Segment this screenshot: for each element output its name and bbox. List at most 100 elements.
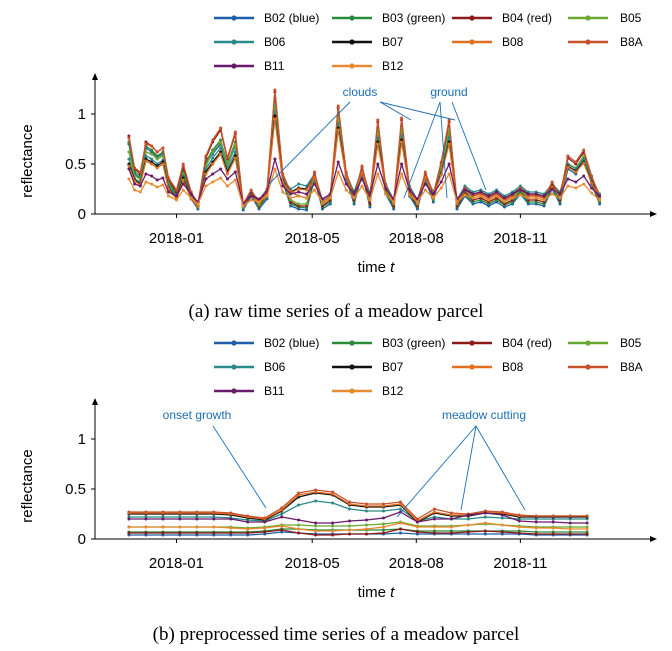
data-point-a-b08 (582, 161, 586, 165)
data-point-b-b12 (178, 525, 182, 529)
data-point-b-b06 (500, 516, 504, 520)
data-point-b-b04-red (178, 531, 182, 535)
data-point-a-b12 (249, 198, 253, 202)
data-point-a-b12 (542, 198, 546, 202)
data-point-b-b05 (297, 523, 301, 527)
data-point-a-b12 (265, 194, 269, 198)
data-point-a-b12 (526, 196, 530, 200)
data-point-b-b06 (382, 509, 385, 513)
data-point-b-b05 (314, 524, 318, 528)
legend-entry-b06: B06 (214, 360, 286, 374)
data-point-b-b8a (449, 511, 453, 515)
data-point-a-b12 (518, 193, 522, 197)
data-point-b-b06 (399, 507, 402, 511)
data-point-b-b02-blue (399, 531, 402, 535)
data-point-b-b04-red (568, 532, 572, 536)
data-point-b-b04-red (161, 531, 165, 535)
data-point-a-b11 (534, 192, 538, 196)
data-point-a-b12 (487, 198, 491, 202)
data-point-a-b12 (368, 198, 372, 202)
data-point-a-b12 (479, 194, 483, 198)
legend-entry-b05: B05 (568, 336, 642, 350)
x-tick-label-a-1: 2018-05 (285, 230, 340, 247)
data-point-a-b8a (273, 88, 277, 92)
legend-label-b05: B05 (620, 11, 642, 25)
data-point-a-b06 (400, 134, 404, 138)
data-point-a-b12 (328, 196, 332, 200)
data-point-b-b06 (297, 503, 301, 507)
x-axis-label-a: time t (358, 259, 396, 276)
y-tick-label-b-2: 1 (78, 431, 86, 448)
data-point-a-b11 (503, 196, 506, 200)
legend-label-b11: B11 (264, 59, 285, 73)
data-point-b-b04-red (144, 531, 148, 535)
data-point-a-b8a (181, 162, 185, 166)
data-point-b-b8a (500, 510, 504, 514)
data-point-a-b12 (305, 196, 309, 200)
data-point-b-b12 (195, 525, 199, 529)
data-point-a-b12 (225, 184, 229, 188)
legend-marker-b03-green (349, 340, 355, 346)
data-point-a-b08 (447, 142, 451, 146)
data-point-b-b8a (314, 488, 318, 492)
data-point-a-b11 (542, 194, 546, 198)
data-point-a-b12 (384, 192, 388, 196)
data-point-a-b06 (376, 136, 380, 140)
annotation-leader-meadow-cutting-0 (396, 425, 477, 518)
data-point-a-b11 (431, 192, 435, 196)
data-point-a-b06 (273, 110, 277, 114)
annotation-leader-ground-2 (451, 101, 487, 191)
y-axis-arrow-b (92, 398, 98, 405)
series-b-b11 (127, 510, 589, 525)
data-point-b-b8a (534, 514, 538, 518)
data-point-b-b11 (568, 521, 572, 525)
data-point-a-b12 (257, 200, 261, 204)
data-point-b-b8a (195, 510, 199, 514)
legend-label-b05: B05 (620, 336, 642, 350)
data-point-b-b12 (161, 525, 165, 529)
series-b-b12 (127, 521, 589, 533)
data-point-b-b05 (382, 522, 385, 526)
data-point-a-b12 (189, 196, 193, 200)
data-point-b-b8a (229, 511, 233, 515)
legend-label-b02-blue: B02 (blue) (264, 336, 319, 350)
data-point-b-b04-red (229, 531, 233, 535)
x-tick-label-b-3: 2018-11 (493, 555, 547, 572)
data-point-a-b11 (479, 190, 483, 194)
annotation-meadow-cutting: meadow cutting (442, 408, 526, 422)
data-point-b-b12 (127, 525, 131, 529)
data-point-b-b04-red (483, 529, 487, 533)
data-point-b-b04-red (348, 532, 351, 536)
annotation-onset-growth: onset growth (163, 408, 232, 422)
data-point-b-b8a (161, 510, 165, 514)
data-point-b-b12 (551, 526, 555, 530)
data-point-a-b8a (313, 170, 316, 174)
data-point-a-b11 (305, 192, 309, 196)
series-line-b-b08 (128, 491, 588, 522)
data-point-a-b11 (127, 167, 131, 171)
legend-entry-b8a: B8A (568, 360, 643, 374)
data-point-a-b06 (211, 156, 215, 160)
x-axis-label-b: time t (358, 584, 396, 601)
data-point-b-b11 (263, 520, 267, 524)
data-point-a-b12 (297, 194, 301, 198)
y-tick-label-a-1: 0.5 (65, 156, 86, 173)
data-point-a-b8a (439, 160, 443, 164)
data-point-a-b12 (392, 200, 396, 204)
x-tick-label-b-2: 2018-08 (389, 555, 444, 572)
legend-marker-b08 (469, 39, 475, 45)
data-point-b-b8a (348, 500, 351, 504)
series-line-b-b04-red (128, 528, 588, 536)
data-point-b-b04-red (195, 531, 199, 535)
legend-marker-b8a (585, 39, 591, 45)
data-point-a-b11 (204, 177, 208, 181)
legend-label-b06: B06 (264, 35, 286, 49)
data-point-b-b12 (212, 525, 216, 529)
data-point-a-b11 (423, 182, 427, 186)
annotation-leader-meadow-cutting-2 (475, 425, 526, 511)
data-point-a-b08 (211, 162, 215, 166)
data-point-a-b8a (133, 166, 137, 170)
data-point-a-b06 (233, 150, 237, 154)
data-point-b-b8a (415, 517, 419, 521)
data-point-a-b08 (204, 172, 208, 176)
